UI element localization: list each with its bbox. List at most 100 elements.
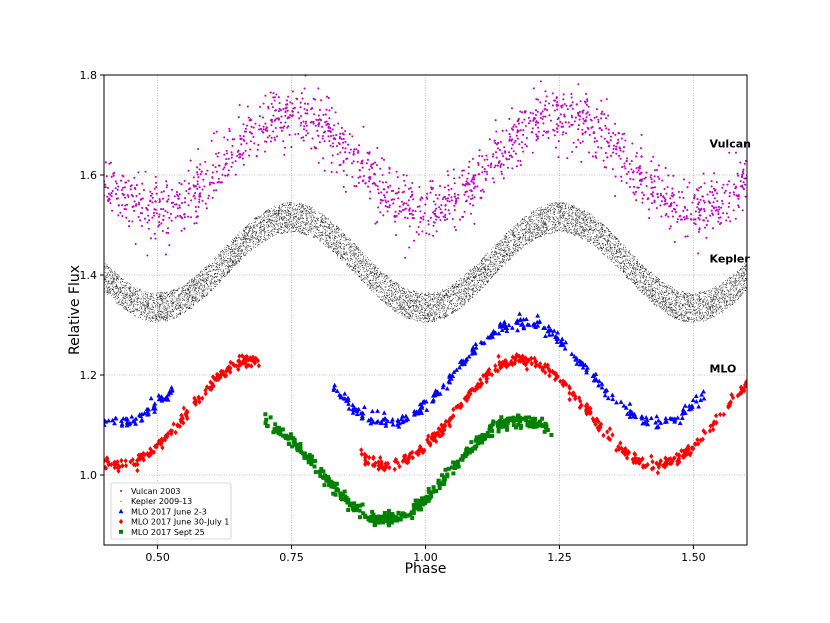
data-point [612, 238, 614, 240]
data-point [357, 248, 358, 250]
data-point [278, 225, 280, 227]
data-point [278, 213, 280, 214]
data-point [560, 211, 561, 212]
data-point [207, 279, 209, 281]
data-point [400, 307, 402, 308]
data-point [612, 255, 613, 256]
data-point [709, 316, 711, 318]
data-point [476, 271, 478, 272]
data-point [535, 223, 537, 225]
data-point [355, 257, 357, 259]
data-point [140, 311, 142, 313]
data-point [156, 293, 157, 295]
data-point [744, 273, 745, 275]
data-point [378, 274, 380, 275]
data-point [410, 292, 411, 293]
data-point [482, 272, 484, 274]
data-point [358, 271, 359, 273]
data-point [443, 306, 444, 307]
data-point [267, 224, 269, 226]
data-point [331, 226, 333, 228]
data-point [143, 311, 144, 313]
data-point [580, 218, 582, 219]
data-point [370, 272, 372, 274]
data-point [367, 284, 369, 285]
data-point [400, 292, 402, 294]
data-point [194, 278, 195, 280]
data-point [490, 261, 492, 263]
data-point [494, 244, 496, 246]
data-point [272, 235, 273, 237]
data-point [625, 269, 627, 271]
data-point [374, 282, 376, 284]
data-point [107, 294, 108, 295]
data-point [109, 292, 110, 294]
data-point [491, 274, 493, 275]
data-point [650, 293, 651, 295]
data-point [458, 287, 460, 288]
data-point [742, 271, 744, 272]
data-point [579, 234, 580, 236]
data-point [194, 289, 196, 290]
data-point [701, 316, 702, 318]
data-point [170, 310, 172, 312]
data-point [334, 248, 336, 249]
data-point [698, 301, 700, 302]
data-point [478, 270, 480, 271]
data-point [234, 251, 235, 253]
data-point [541, 218, 542, 220]
data-point [104, 263, 106, 265]
data-point [228, 269, 230, 270]
data-point [570, 229, 571, 230]
data-point [174, 305, 176, 307]
data-point [276, 221, 277, 223]
data-point [284, 222, 285, 223]
data-point [445, 294, 447, 295]
data-point [158, 310, 160, 312]
data-point [435, 313, 437, 315]
data-point [603, 238, 605, 239]
data-point [179, 296, 181, 297]
data-point [621, 257, 623, 259]
data-point [106, 289, 108, 291]
data-point [228, 249, 229, 251]
data-point [402, 312, 404, 313]
data-point [581, 232, 583, 233]
data-point [329, 246, 331, 247]
data-point [715, 286, 716, 288]
data-point [580, 213, 582, 214]
data-point [501, 250, 503, 252]
data-point [105, 287, 107, 289]
data-point [507, 255, 509, 256]
data-point [269, 222, 271, 223]
data-point [637, 263, 639, 265]
data-point [258, 216, 260, 218]
data-point [266, 239, 268, 240]
data-point [354, 255, 355, 257]
data-point [713, 312, 714, 313]
data-point [666, 309, 668, 310]
data-point [588, 239, 590, 241]
data-point [112, 282, 114, 284]
data-point [603, 225, 605, 227]
data-point [214, 283, 216, 285]
data-point [214, 280, 216, 282]
data-point [208, 268, 210, 270]
data-point [674, 290, 675, 291]
data-point [308, 209, 310, 210]
data-point [282, 210, 284, 211]
data-point [473, 283, 475, 285]
data-point [545, 208, 547, 210]
data-point [196, 279, 198, 281]
data-point [704, 291, 705, 292]
data-point [425, 301, 426, 303]
data-point [358, 272, 359, 274]
data-point [259, 240, 260, 242]
data-point [225, 260, 227, 261]
data-point [486, 281, 487, 283]
data-point [738, 295, 740, 297]
data-point [353, 255, 355, 256]
data-point [291, 215, 293, 216]
data-point [631, 264, 633, 265]
data-point [733, 294, 735, 295]
